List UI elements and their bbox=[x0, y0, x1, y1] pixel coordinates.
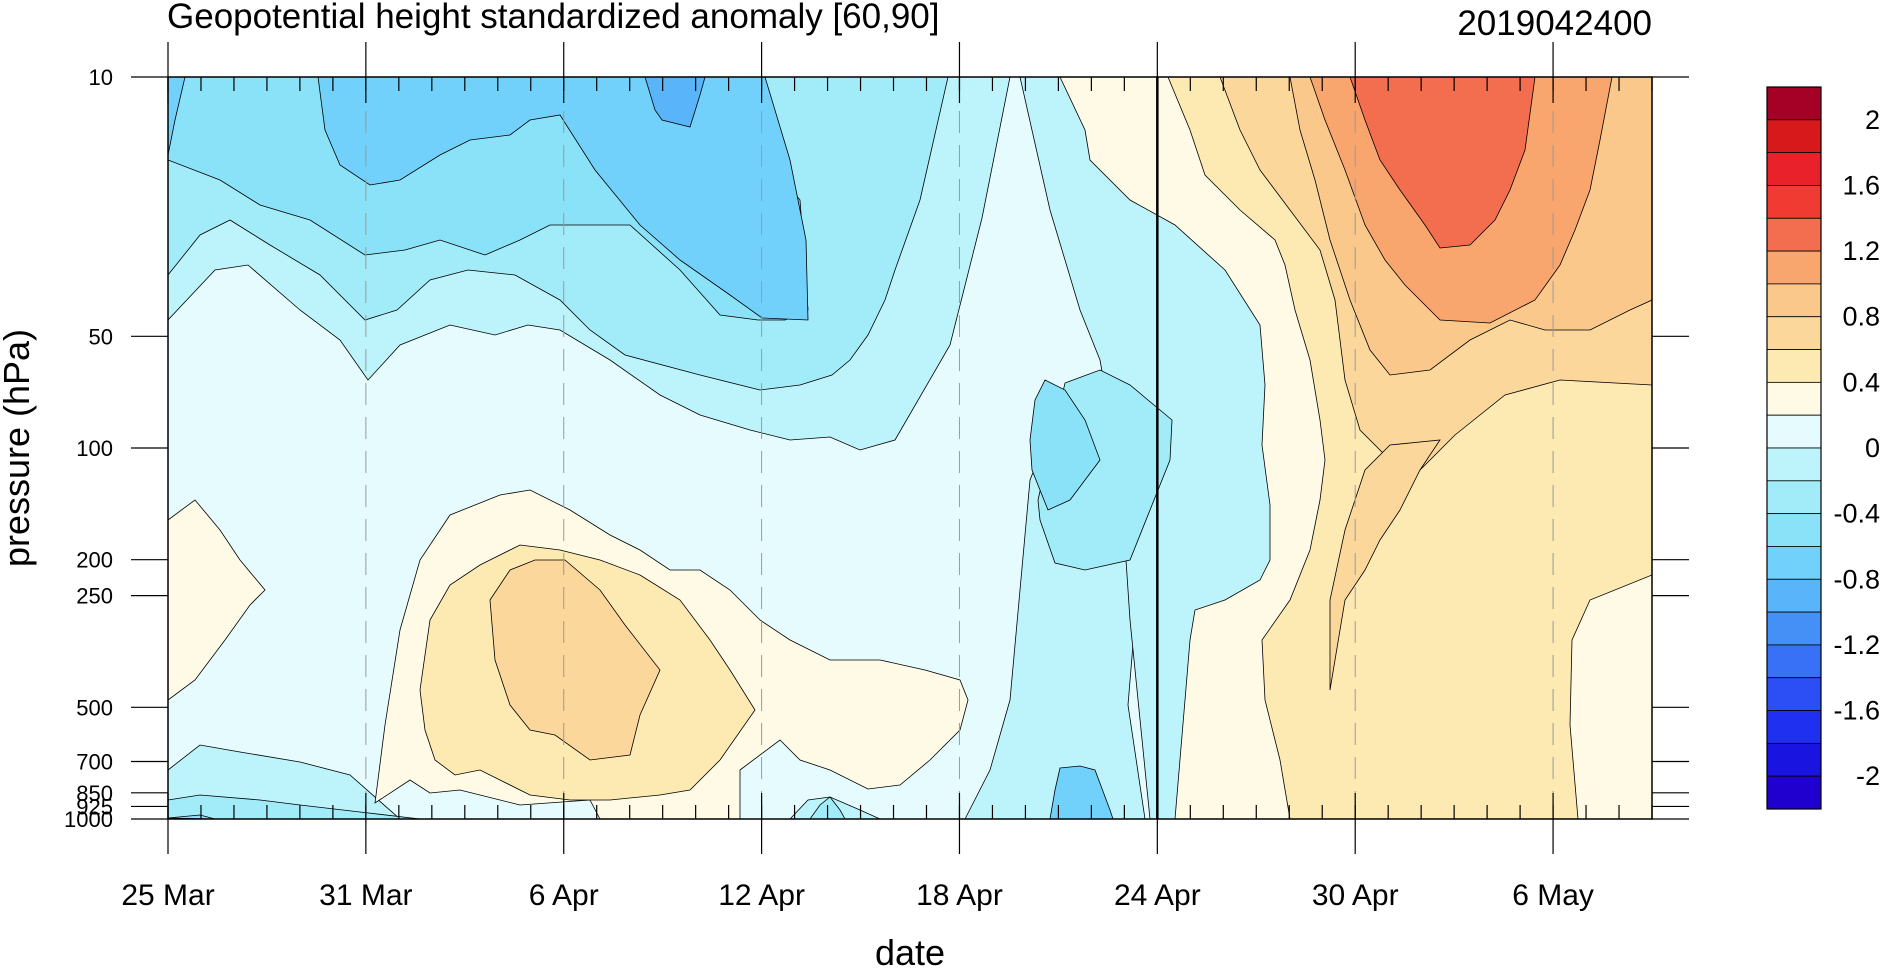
y-tick-label: 925 bbox=[76, 794, 113, 819]
colorbar-swatch bbox=[1766, 152, 1822, 186]
y-tick-label: 10 bbox=[89, 65, 113, 90]
colorbar-label: -2 bbox=[1856, 761, 1880, 791]
contour-region-neg10 bbox=[1049, 765, 1114, 819]
colorbar-label: -0.8 bbox=[1833, 564, 1880, 594]
colorbar-swatch bbox=[1766, 381, 1822, 416]
contour-region-neg12 bbox=[644, 77, 706, 128]
x-tick-label: 31 Mar bbox=[319, 879, 412, 912]
colorbar-label: 2 bbox=[1865, 105, 1880, 135]
contour-region-neg08 bbox=[1029, 379, 1101, 511]
x-axis-title: date bbox=[875, 932, 945, 969]
colorbar bbox=[1766, 86, 1822, 810]
y-tick-label: 500 bbox=[76, 695, 113, 720]
anomaly-contours bbox=[168, 77, 1652, 819]
colorbar-swatch bbox=[1766, 677, 1822, 711]
colorbar-label: -0.4 bbox=[1833, 499, 1880, 529]
colorbar-swatch bbox=[1766, 513, 1822, 547]
date-stamp: 2019042400 bbox=[1457, 4, 1652, 43]
contour-region-pos00 bbox=[168, 499, 266, 701]
colorbar-label: 1.2 bbox=[1842, 236, 1880, 266]
colorbar-swatch bbox=[1766, 86, 1822, 121]
y-tick-label: 200 bbox=[76, 548, 113, 573]
x-tick-label: 6 May bbox=[1512, 879, 1594, 912]
contour-region-neg06 bbox=[168, 794, 421, 819]
colorbar-swatch bbox=[1766, 447, 1822, 482]
colorbar-label: 0 bbox=[1865, 433, 1880, 463]
x-tick-label: 24 Apr bbox=[1114, 879, 1201, 912]
y-tick-label: 850 bbox=[76, 781, 113, 806]
colorbar-swatch bbox=[1766, 578, 1822, 613]
y-tick-label: 700 bbox=[76, 750, 113, 775]
colorbar-label: -1.2 bbox=[1833, 630, 1880, 660]
x-tick-label: 18 Apr bbox=[916, 879, 1003, 912]
colorbar-label: 0.8 bbox=[1842, 302, 1880, 332]
y-tick-label: 50 bbox=[89, 324, 113, 349]
colorbar-swatch bbox=[1766, 480, 1822, 515]
y-tick-label: 1000 bbox=[64, 807, 113, 832]
colorbar-label: 0.4 bbox=[1842, 367, 1880, 397]
colorbar-labels: 2 1.6 1.2 0.8 0.4 0 -0.4 -0.8 -1.2 -1.6 -2 bbox=[1833, 105, 1880, 791]
x-axis-tick-labels: 25 Mar 31 Mar 6 Apr 12 Apr 18 Apr 24 Apr 30 Ap… bbox=[121, 879, 1594, 912]
colorbar-label: -1.6 bbox=[1833, 696, 1880, 726]
y-axis-title: pressure (hPa) bbox=[0, 329, 37, 567]
y-tick-label: 250 bbox=[76, 584, 113, 609]
colorbar-swatch bbox=[1766, 775, 1822, 810]
contour-region-pos04 bbox=[489, 559, 661, 761]
x-tick-label: 25 Mar bbox=[121, 879, 214, 912]
colorbar-swatch bbox=[1766, 316, 1822, 350]
colorbar-swatch bbox=[1766, 217, 1822, 252]
contour-region-pos12 bbox=[1349, 77, 1536, 249]
contour-region-neg10 bbox=[168, 77, 186, 156]
colorbar-swatch bbox=[1766, 546, 1822, 580]
colorbar-swatch bbox=[1766, 611, 1822, 646]
x-axis-ticks bbox=[167, 42, 1653, 854]
y-tick-label: 100 bbox=[76, 436, 113, 461]
y-axis-ticks bbox=[131, 76, 1689, 820]
colorbar-swatch bbox=[1766, 349, 1822, 383]
colorbar-swatch bbox=[1766, 710, 1822, 744]
x-tick-label: 6 Apr bbox=[529, 879, 599, 912]
colorbar-swatch bbox=[1766, 119, 1822, 154]
x-tick-label: 30 Apr bbox=[1312, 879, 1399, 912]
colorbar-swatch bbox=[1766, 185, 1822, 219]
colorbar-swatch bbox=[1766, 644, 1822, 679]
contour-region-neg10 bbox=[317, 77, 809, 321]
chart-title: Geopotential height standardized anomaly… bbox=[167, 0, 939, 36]
contour-region-pos04 bbox=[1329, 439, 1441, 691]
colorbar-swatch bbox=[1766, 414, 1822, 449]
colorbar-frame bbox=[1766, 86, 1822, 810]
colorbar-swatch bbox=[1766, 250, 1822, 285]
x-tick-label: 12 Apr bbox=[718, 879, 805, 912]
colorbar-swatch bbox=[1766, 283, 1822, 318]
colorbar-swatch bbox=[1766, 742, 1822, 777]
colorbar-label: 1.6 bbox=[1842, 170, 1880, 200]
